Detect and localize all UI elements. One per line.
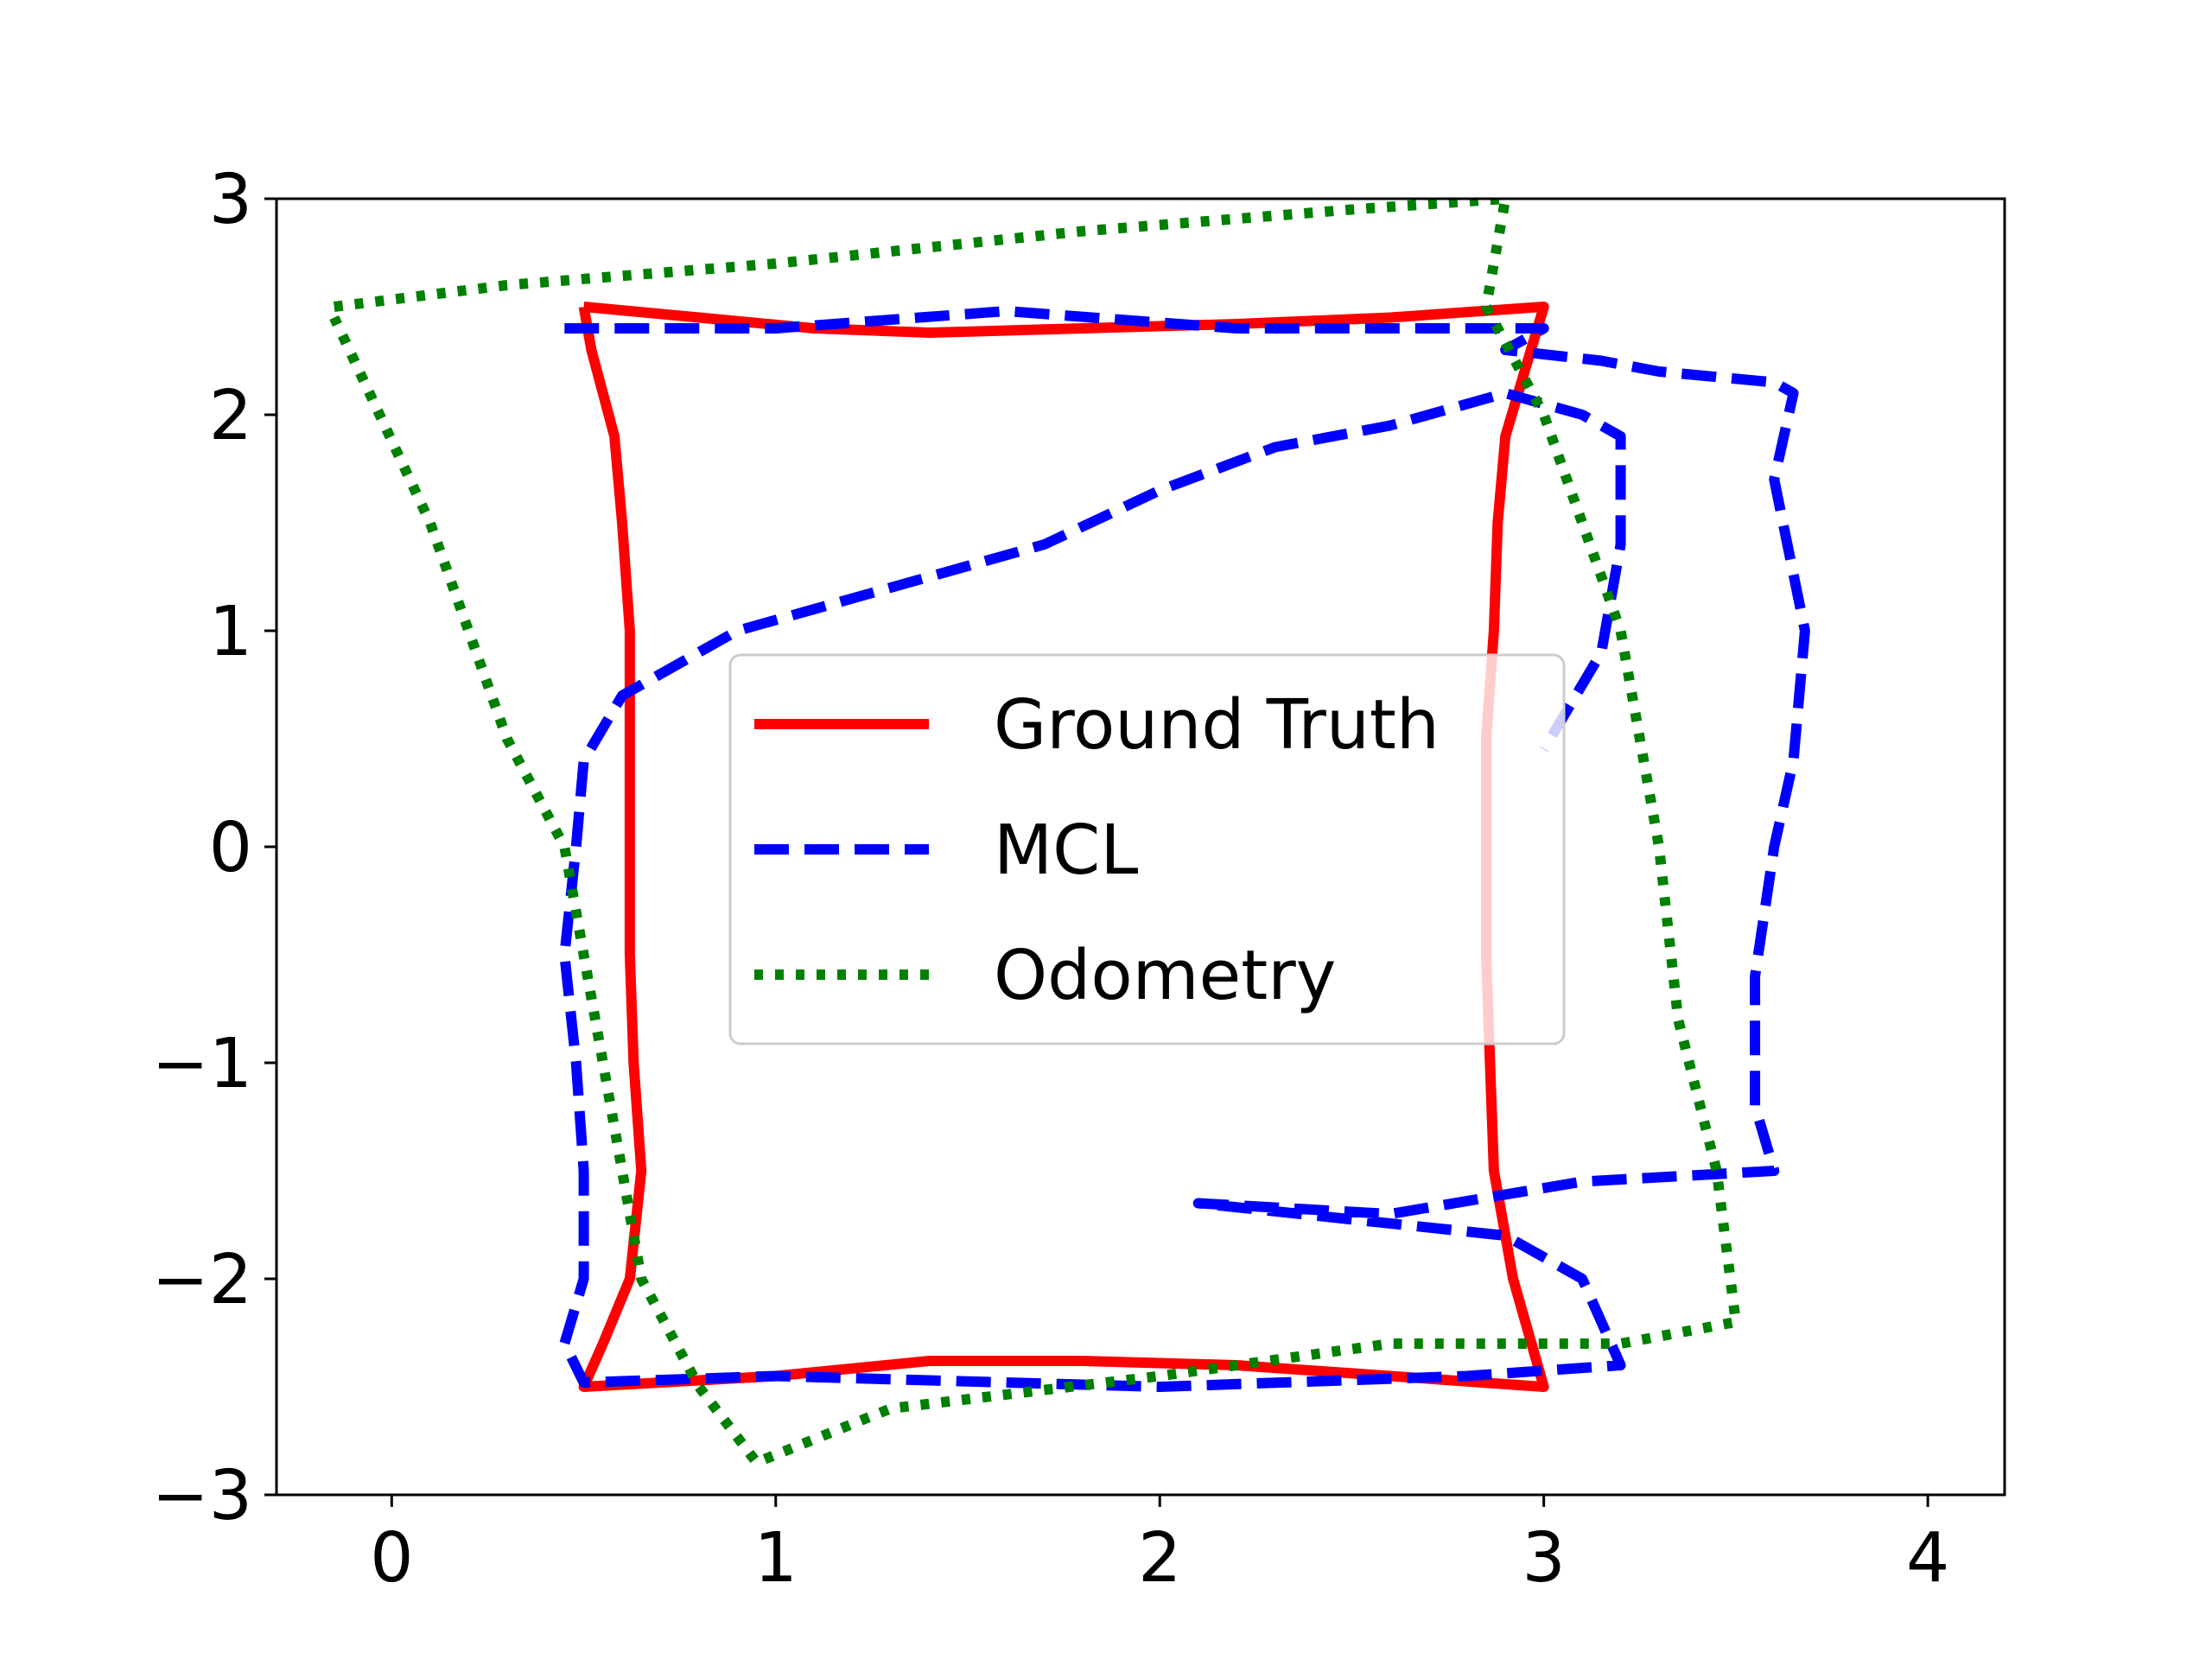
x-tick-label: 1: [754, 1518, 798, 1598]
series-line-odometry: [329, 199, 1741, 1468]
series-layer: [329, 199, 1810, 1468]
legend-label: Ground Truth: [994, 685, 1440, 765]
legend: Ground Truth MCL Odometry: [728, 653, 1566, 1046]
series-line-mcl: [559, 306, 1810, 1392]
x-axis: 0 1 2 3 4: [370, 1495, 1949, 1598]
x-tick-label: 2: [1138, 1518, 1181, 1598]
y-tick-label: 1: [209, 592, 252, 671]
y-axis: −3 −2 −1 0 1 2 3: [152, 160, 276, 1535]
y-tick-label: 2: [209, 376, 252, 455]
x-tick-label: 0: [370, 1518, 413, 1598]
y-tick-label: −2: [152, 1240, 252, 1319]
y-tick-label: −1: [152, 1024, 252, 1103]
legend-label: MCL: [994, 810, 1138, 890]
series-line-ground-truth: [578, 302, 1549, 1392]
y-tick-label: −3: [152, 1456, 252, 1535]
legend-box: [728, 653, 1566, 1046]
y-tick-label: 3: [209, 160, 252, 239]
x-tick-label: 4: [1906, 1518, 1949, 1598]
legend-label: Odometry: [994, 936, 1336, 1015]
y-tick-label: 0: [209, 808, 252, 887]
x-tick-label: 3: [1522, 1518, 1566, 1598]
